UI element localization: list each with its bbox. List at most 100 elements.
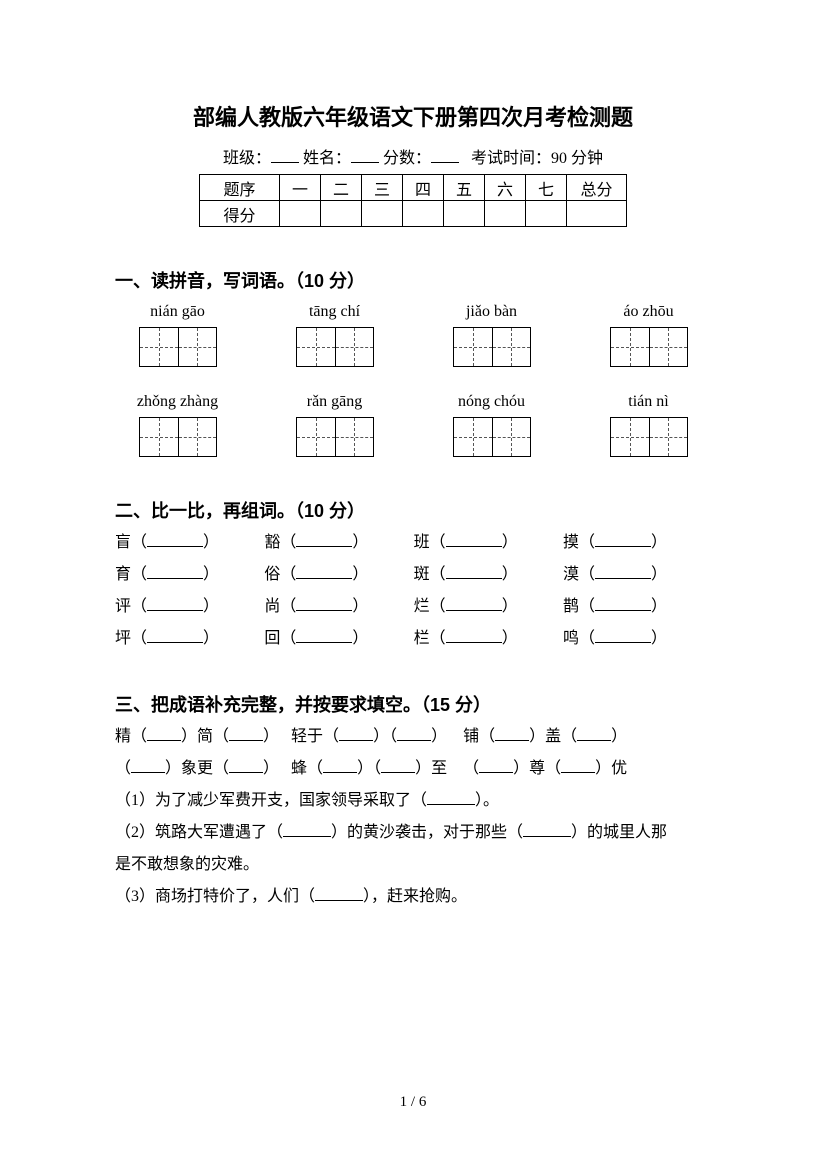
pinyin-item: rǎn gāng xyxy=(272,393,397,461)
section2-title: 二、比一比，再组词。（10 分） xyxy=(115,497,711,523)
cell-tixu: 题序 xyxy=(200,175,280,201)
txt: 铺（ xyxy=(463,728,495,745)
blank[interactable] xyxy=(147,565,203,579)
score-cell[interactable] xyxy=(321,201,362,227)
pinyin-label: jiǎo bàn xyxy=(429,303,554,321)
pinyin-row-1: nián gāo tāng chí jiǎo bàn áo zhōu xyxy=(115,303,711,371)
tianzi-box[interactable] xyxy=(610,417,688,457)
blank[interactable] xyxy=(131,759,165,773)
txt: ）的黄沙袭击，对于那些（ xyxy=(331,824,523,841)
txt: ） xyxy=(263,760,279,777)
blank-score[interactable] xyxy=(431,162,459,163)
blank[interactable] xyxy=(479,759,513,773)
txt: （1）为了减少军费开支，国家领导采取了（ xyxy=(115,792,427,809)
char: 斑 xyxy=(414,566,430,583)
blank[interactable] xyxy=(495,727,529,741)
label-name: 姓名： xyxy=(303,150,351,167)
cell-1: 一 xyxy=(280,175,321,201)
label-score: 分数： xyxy=(383,150,431,167)
q2a: （2）筑路大军遭遇了（）的黄沙袭击，对于那些（）的城里人那 xyxy=(115,817,711,849)
blank[interactable] xyxy=(147,629,203,643)
blank[interactable] xyxy=(147,533,203,547)
cell-7: 七 xyxy=(526,175,567,201)
compare-row: 坪（） 回（） 栏（） 鸣（） xyxy=(115,623,711,655)
score-cell[interactable] xyxy=(362,201,403,227)
blank[interactable] xyxy=(446,629,502,643)
txt: ）（ xyxy=(357,760,381,777)
pinyin-label: áo zhōu xyxy=(586,303,711,321)
q3: （3）商场打特价了，人们（），赶来抢购。 xyxy=(115,881,711,913)
txt: 是不敢想象的灾难。 xyxy=(115,856,259,873)
blank[interactable] xyxy=(229,727,263,741)
tianzi-box[interactable] xyxy=(296,327,374,367)
blank[interactable] xyxy=(381,759,415,773)
blank-class[interactable] xyxy=(271,162,299,163)
txt: ）尊（ xyxy=(513,760,561,777)
cell-6: 六 xyxy=(485,175,526,201)
blank[interactable] xyxy=(147,727,181,741)
pinyin-item: nián gāo xyxy=(115,303,240,371)
tianzi-box[interactable] xyxy=(453,417,531,457)
blank[interactable] xyxy=(446,533,502,547)
blank[interactable] xyxy=(595,565,651,579)
char: 育 xyxy=(115,566,131,583)
txt: 精（ xyxy=(115,728,147,745)
txt: （ xyxy=(115,760,131,777)
blank[interactable] xyxy=(595,533,651,547)
score-cell[interactable] xyxy=(403,201,444,227)
txt: ） xyxy=(263,728,279,745)
pinyin-item: tāng chí xyxy=(272,303,397,371)
score-cell[interactable] xyxy=(567,201,627,227)
blank[interactable] xyxy=(397,727,431,741)
tianzi-box[interactable] xyxy=(453,327,531,367)
blank[interactable] xyxy=(595,597,651,611)
blank[interactable] xyxy=(296,629,352,643)
tianzi-box[interactable] xyxy=(139,327,217,367)
blank[interactable] xyxy=(283,823,331,837)
blank[interactable] xyxy=(446,597,502,611)
txt: （2）筑路大军遭遇了（ xyxy=(115,824,283,841)
blank[interactable] xyxy=(577,727,611,741)
tianzi-box[interactable] xyxy=(610,327,688,367)
label-class: 班级： xyxy=(223,150,271,167)
page-total: 6 xyxy=(419,1094,427,1110)
cell-defen: 得分 xyxy=(200,201,280,227)
page-footer: 1 / 6 xyxy=(0,1094,826,1111)
pinyin-label: nián gāo xyxy=(115,303,240,321)
blank[interactable] xyxy=(595,629,651,643)
score-cell[interactable] xyxy=(444,201,485,227)
blank[interactable] xyxy=(561,759,595,773)
txt: ） xyxy=(611,728,627,745)
blank[interactable] xyxy=(315,887,363,901)
score-cell[interactable] xyxy=(485,201,526,227)
blank[interactable] xyxy=(446,565,502,579)
compare-item: 豁（） xyxy=(264,527,412,559)
q2b: 是不敢想象的灾难。 xyxy=(115,849,711,881)
section1-title: 一、读拼音，写词语。（10 分） xyxy=(115,267,711,293)
blank[interactable] xyxy=(339,727,373,741)
tianzi-box[interactable] xyxy=(139,417,217,457)
char: 鸣 xyxy=(563,630,579,647)
score-cell[interactable] xyxy=(526,201,567,227)
blank[interactable] xyxy=(229,759,263,773)
blank[interactable] xyxy=(296,565,352,579)
cell-3: 三 xyxy=(362,175,403,201)
blank-name[interactable] xyxy=(351,162,379,163)
txt: ）优 xyxy=(595,760,627,777)
blank[interactable] xyxy=(147,597,203,611)
exam-title: 部编人教版六年级语文下册第四次月考检测题 xyxy=(115,100,711,132)
blank[interactable] xyxy=(323,759,357,773)
char: 尚 xyxy=(264,598,280,615)
compare-row: 评（） 尚（） 烂（） 鹊（） xyxy=(115,591,711,623)
blank[interactable] xyxy=(427,791,475,805)
blank[interactable] xyxy=(296,597,352,611)
blank[interactable] xyxy=(523,823,571,837)
txt: ） xyxy=(431,728,447,745)
tianzi-box[interactable] xyxy=(296,417,374,457)
char: 俗 xyxy=(264,566,280,583)
txt: ）象更（ xyxy=(165,760,229,777)
blank[interactable] xyxy=(296,533,352,547)
compare-row: 盲（） 豁（） 班（） 摸（） xyxy=(115,527,711,559)
score-cell[interactable] xyxy=(280,201,321,227)
pinyin-item: jiǎo bàn xyxy=(429,303,554,371)
